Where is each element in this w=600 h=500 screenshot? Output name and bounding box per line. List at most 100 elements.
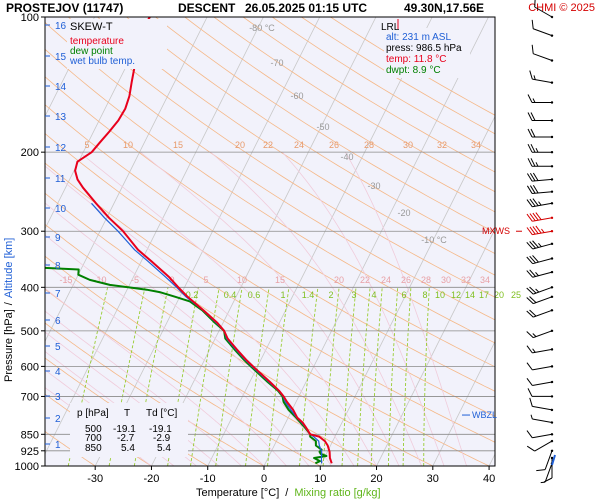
wind-barb-half (541, 228, 545, 233)
wind-barbs (526, 0, 556, 484)
isotherm-line (45, 17, 208, 343)
altitude-tick-label: 14 (55, 82, 67, 93)
temperature-tick-label: -30 (87, 473, 103, 485)
wind-barb-staff (532, 365, 553, 371)
wind-barb-flag (529, 397, 533, 407)
wind-barb-flag (534, 0, 536, 8)
dry-adiabat-line (45, 76, 495, 368)
wind-barb-dot (550, 151, 554, 154)
legend-temperature: temperature (70, 36, 124, 47)
wind-barb-staff (533, 296, 553, 305)
temperature-tick-label: -10 (200, 473, 216, 485)
dry-adiabat-label: 34 (471, 140, 481, 150)
wind-barb-half (538, 201, 542, 206)
dry-adiabat-line (126, 17, 495, 255)
table-cell: 5.4 (121, 443, 135, 454)
wind-barb-dot (550, 449, 554, 452)
wind-barb-flag (526, 362, 533, 371)
isotherm-line (376, 228, 495, 466)
table-cell: -2.7 (117, 433, 135, 444)
wind-barb-dot (550, 408, 554, 412)
level-table-box (70, 403, 188, 457)
mixing-ratio-label: 6 (401, 290, 406, 300)
wind-barb-dot (550, 329, 554, 332)
altitude-tick-label: 8 (55, 261, 61, 272)
wind-barb (534, 0, 554, 19)
wind-barb-flag (532, 172, 539, 181)
wind-barb-flag (529, 226, 536, 235)
dry-adiabat-label: 28 (364, 140, 374, 150)
wind-barb-dot (550, 433, 554, 436)
svg-text:Temperature [°C]/Mixing ratio: Temperature [°C] / Mixing ratio [g/kg] (196, 487, 381, 499)
wind-barb-dot (550, 309, 554, 312)
wind-barb-flag (530, 128, 536, 138)
wind-barb-half (532, 333, 537, 337)
info-box (384, 28, 470, 78)
wind-barb-staff (532, 271, 553, 278)
isotherm-line (432, 340, 495, 466)
legend-dewpoint: dew point (70, 46, 113, 57)
mixing-ratio-label: 0.4 (224, 290, 237, 300)
dry-adiabat-line (184, 17, 495, 213)
mixing-ratio-label: 2 (328, 290, 333, 300)
wind-barb-dot (550, 395, 554, 398)
wind-barb-staff (532, 381, 553, 386)
profiles (45, 17, 333, 465)
temperature-tick-label: -20 (144, 473, 160, 485)
wind-barb-dot (550, 365, 554, 368)
wind-barb-flag (531, 19, 534, 29)
x-axis-label-mixing: Mixing ratio [g/kg] (294, 487, 380, 499)
moist-adiabat-label: 15 (275, 275, 285, 285)
altitude-tick-label: 7 (55, 289, 61, 300)
wind-barb (526, 269, 554, 278)
pressure-tick-label: 500 (21, 326, 39, 338)
wind-barb (526, 362, 554, 371)
wind-barb-dot (550, 348, 554, 351)
wind-barb-staff (532, 217, 553, 222)
mixing-ratio-label: 0.6 (248, 290, 261, 300)
markers: MXWS WBZL (397, 19, 522, 420)
wind-barb-half (532, 98, 536, 103)
wind-barb (526, 185, 554, 194)
wind-barb-staff (544, 450, 553, 470)
pressure-tick-label: 400 (21, 282, 39, 294)
wind-barb (529, 397, 554, 412)
isotherm-line (488, 453, 495, 466)
wind-barb-staff (534, 440, 553, 452)
pressure-tick-label: 925 (21, 446, 39, 458)
wind-barb-half (530, 414, 533, 420)
wind-barb-staff (544, 463, 553, 483)
isotherm-label: -80 °C (249, 23, 275, 33)
altitude-tick-label: 6 (55, 316, 61, 327)
altitude-tick-label: 4 (55, 367, 61, 378)
mixing-ratio-label: 0.2 (186, 290, 199, 300)
wind-barb-dot (550, 15, 554, 19)
dry-adiabat-label: 30 (403, 140, 413, 150)
wind-barb-flag (532, 226, 539, 234)
wind-barb (526, 439, 554, 452)
table-cell: 5.4 (157, 443, 171, 454)
moist-adiabat-label: -10 (93, 275, 106, 285)
background-labels: 0.2 0.4 0.6 1 1.4 2 3 4 6 8 10 12 14 17 20 255 10 15 20 22 2… (59, 23, 521, 300)
wind-barb-staff (532, 178, 553, 182)
wind-barb-dot (550, 439, 554, 443)
wind-barb-flag (529, 255, 536, 264)
wind-barb-dot (550, 242, 554, 246)
wind-barb-flag (526, 173, 533, 182)
wind-barb-flag (526, 331, 534, 339)
info-temp: temp: 11.8 °C (386, 54, 447, 65)
wind-barb-flag (526, 445, 535, 452)
pressure-tick-label: 100 (21, 12, 39, 24)
wind-barb-dot (550, 178, 554, 181)
dry-adiabat-label: 26 (329, 140, 339, 150)
y-axis-title: Pressure [hPa]/Altitude [km] (3, 238, 15, 382)
wind-barb-staff (532, 418, 553, 423)
wind-barb (526, 212, 554, 222)
wind-barb (526, 255, 554, 265)
wind-barb-dot (550, 202, 554, 205)
dry-adiabat-label: 10 (123, 140, 133, 150)
x-axis-label: Temperature [°C] (196, 487, 279, 499)
wind-barb-flag (526, 377, 533, 386)
wind-barb (526, 225, 554, 236)
